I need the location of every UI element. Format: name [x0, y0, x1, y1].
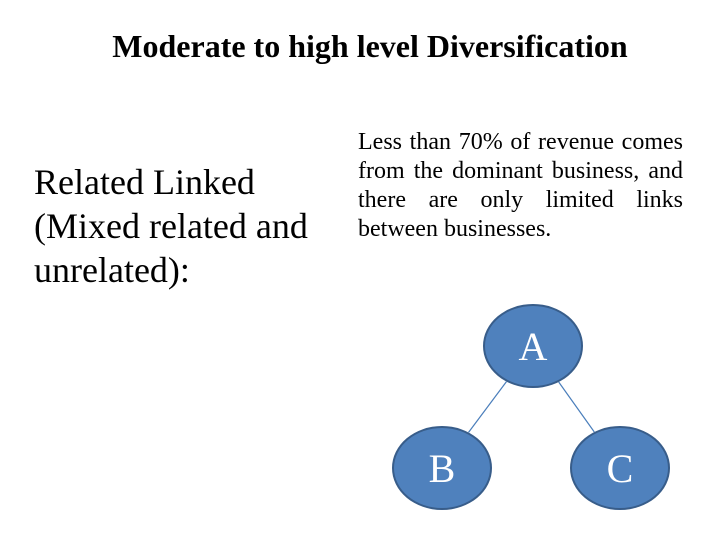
diagram-node-c: C — [570, 426, 670, 510]
diagram-node-label: A — [519, 323, 548, 370]
right-body-text: Less than 70% of revenue comes from the … — [358, 128, 683, 244]
diagram-node-label: B — [429, 445, 456, 492]
slide-title: Moderate to high level Diversification — [60, 28, 680, 65]
diagram-node-label: C — [607, 445, 634, 492]
diagram-node-a: A — [483, 304, 583, 388]
slide: Moderate to high level Diversification R… — [0, 0, 720, 540]
left-heading: Related Linked (Mixed related and unrela… — [34, 160, 339, 292]
diagram-node-b: B — [392, 426, 492, 510]
network-diagram: A B C — [358, 290, 688, 520]
diagram-edge — [559, 382, 595, 432]
diagram-edge — [469, 382, 507, 433]
